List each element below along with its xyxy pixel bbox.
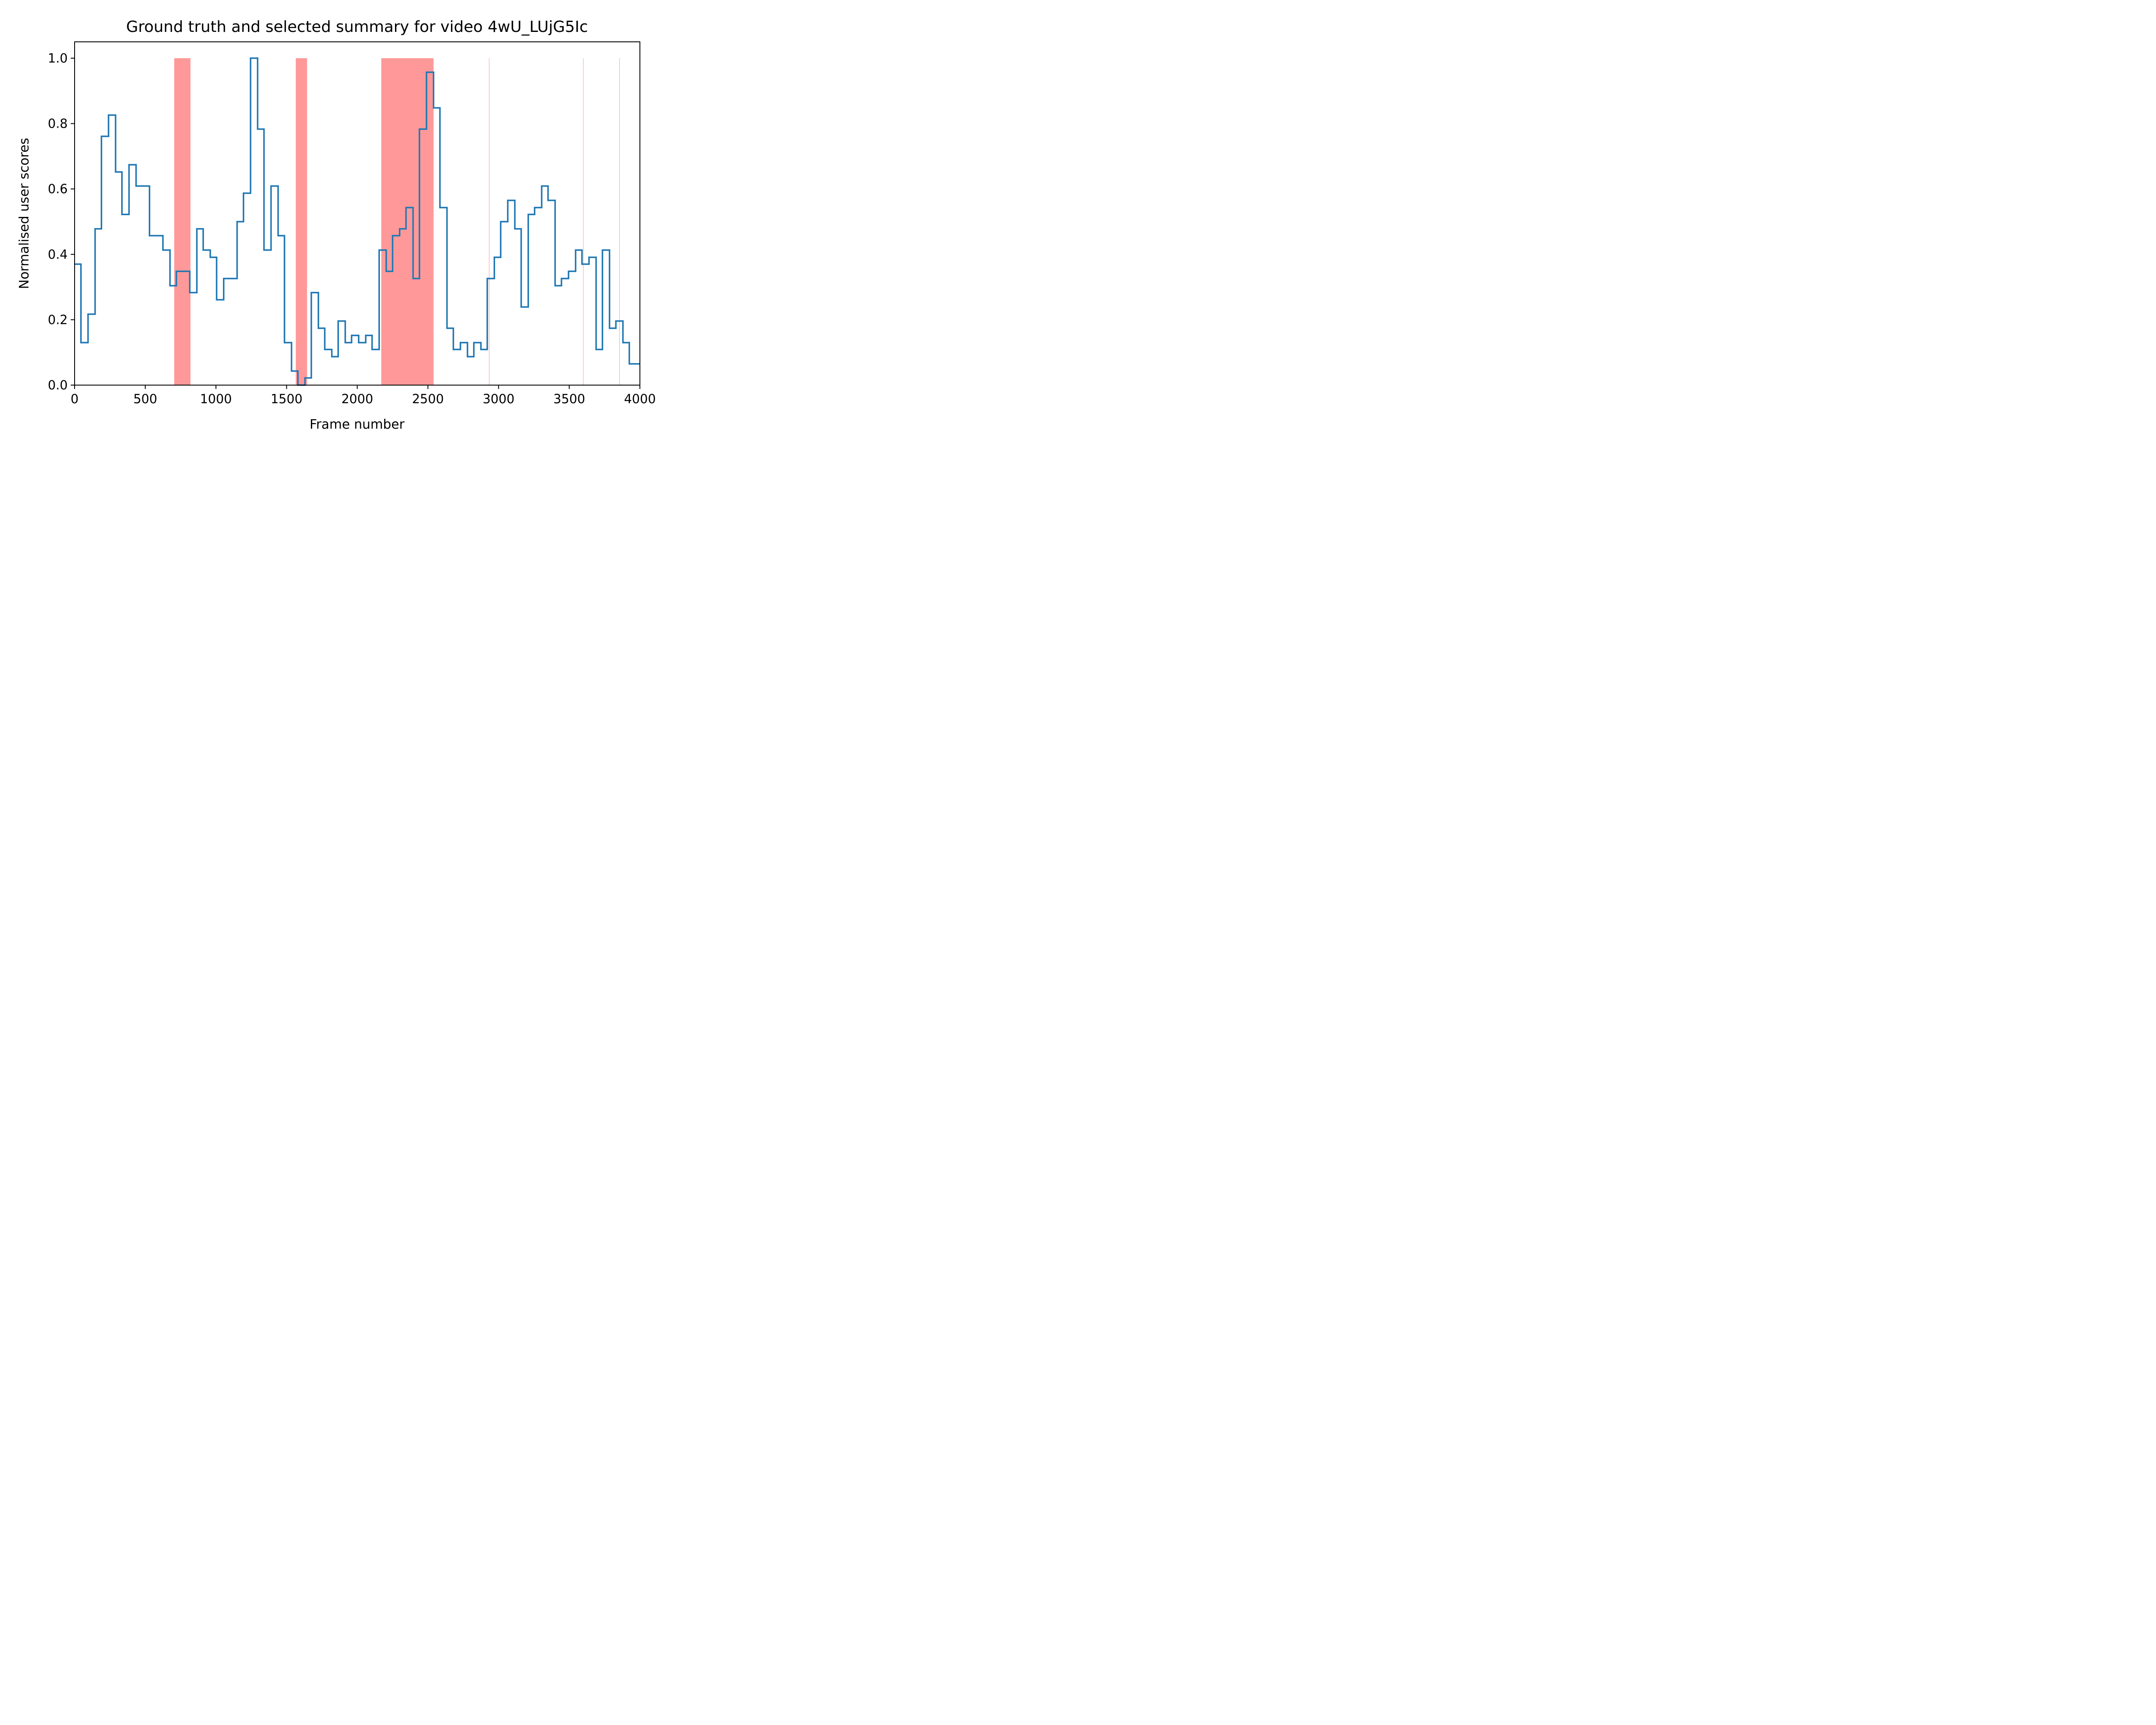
x-tick-label: 3000: [483, 392, 514, 406]
y-tick-label: 0.6: [48, 182, 68, 196]
y-axis: 0.0 0.2 0.4 0.6 0.8 1.0: [48, 51, 75, 392]
y-axis-label: Normalised user scores: [17, 138, 32, 289]
x-tick-label: 2000: [342, 392, 373, 406]
x-tick-label: 4000: [624, 392, 656, 406]
y-tick-label: 0.4: [48, 247, 68, 262]
x-tick-label: 1500: [271, 392, 303, 406]
y-tick-label: 0.8: [48, 116, 68, 131]
summary-region-3: [381, 58, 434, 385]
summary-region-1: [174, 58, 191, 385]
series-layer: [75, 57, 640, 386]
x-axis: 0 500 1000 1500 2000 2500 3000 3500 4000: [71, 385, 656, 406]
x-tick-label: 1000: [200, 392, 232, 406]
y-tick-label: 1.0: [48, 51, 68, 66]
summary-region-6: [619, 58, 620, 385]
y-tick-label: 0.2: [48, 312, 68, 327]
x-tick-label: 3500: [553, 392, 585, 406]
chart-background: [0, 0, 673, 448]
x-axis-label: Frame number: [310, 417, 405, 432]
x-tick-label: 500: [133, 392, 157, 406]
summary-regions: [174, 58, 620, 385]
x-tick-label: 0: [71, 392, 78, 406]
score-series-line: [75, 57, 640, 386]
summary-region-2: [295, 58, 307, 385]
chart: Ground truth and selected summary for vi…: [0, 0, 673, 448]
y-tick-label: 0.0: [48, 378, 68, 392]
chart-title: Ground truth and selected summary for vi…: [126, 18, 588, 36]
x-tick-label: 2500: [412, 392, 444, 406]
